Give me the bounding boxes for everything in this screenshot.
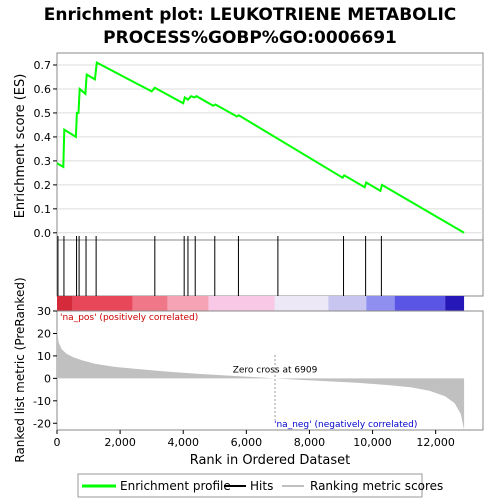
x-tick-label: 2,000 bbox=[104, 436, 136, 449]
metric-y-tick-label: 30 bbox=[37, 305, 51, 318]
heatmap-band bbox=[394, 296, 446, 311]
legend-label: Ranking metric scores bbox=[310, 479, 443, 493]
es-y-tick-label: 0.5 bbox=[34, 107, 52, 120]
heatmap-band bbox=[57, 296, 73, 311]
ranking-metric-area bbox=[57, 329, 465, 430]
x-tick-label: 4,000 bbox=[167, 436, 199, 449]
negative-correlation-label: 'na_neg' (negatively correlated) bbox=[274, 420, 417, 430]
x-tick-label: 8,000 bbox=[294, 436, 326, 449]
hit-marks bbox=[57, 236, 382, 296]
x-tick-label: 6,000 bbox=[231, 436, 263, 449]
x-tick-label: 0 bbox=[54, 436, 61, 449]
metric-y-tick-label: -10 bbox=[33, 395, 51, 408]
heatmap-band bbox=[132, 296, 168, 311]
heatmap-band bbox=[208, 296, 275, 311]
es-y-tick-label: 0.7 bbox=[34, 59, 52, 72]
heatmap-band bbox=[328, 296, 367, 311]
x-tick-label: 12,000 bbox=[416, 436, 455, 449]
heatmap-band bbox=[167, 296, 209, 311]
hits-panel-frame bbox=[56, 239, 484, 297]
enrichment-profile-line bbox=[56, 61, 465, 234]
legend: Enrichment profile Hits Ranking metric sco… bbox=[82, 479, 443, 493]
es-y-tick-label: 0.1 bbox=[34, 203, 52, 216]
zero-cross-label: Zero cross at 6909 bbox=[233, 365, 318, 375]
es-y-ticks: 0.0 0.1 0.2 0.3 0.4 0.5 0.6 0.7 bbox=[34, 59, 57, 240]
metric-y-axis-label: Ranked list metric (PreRanked) bbox=[13, 277, 27, 462]
metric-x-ticks: 0 2,000 4,000 6,000 8,000 10,000 12,000 bbox=[54, 430, 455, 449]
es-y-tick-label: 0.3 bbox=[34, 155, 52, 168]
heatmap-band bbox=[366, 296, 395, 311]
heatmap-band bbox=[72, 296, 133, 311]
es-gridlines bbox=[57, 64, 483, 234]
legend-box bbox=[77, 473, 423, 498]
legend-label: Hits bbox=[250, 479, 273, 493]
metric-y-tick-label: 20 bbox=[37, 327, 51, 340]
metric-y-tick-label: 10 bbox=[37, 350, 51, 363]
chart-title-line-2: PROCESS%GOBP%GO:0006691 bbox=[103, 28, 397, 48]
metric-y-tick-label: 0 bbox=[44, 372, 51, 385]
es-y-axis-label: Enrichment score (ES) bbox=[13, 74, 28, 219]
es-y-tick-label: 0.2 bbox=[34, 179, 52, 192]
chart-title-line-1: Enrichment plot: LEUKOTRIENE METABOLIC bbox=[44, 5, 457, 25]
x-axis-label: Rank in Ordered Dataset bbox=[190, 453, 351, 468]
metric-y-tick-label: -20 bbox=[33, 417, 51, 430]
es-panel-frame bbox=[56, 52, 484, 241]
es-y-tick-label: 0.0 bbox=[34, 227, 52, 240]
es-y-tick-label: 0.4 bbox=[34, 131, 52, 144]
es-y-tick-label: 0.6 bbox=[34, 83, 52, 96]
positive-correlation-label: 'na_pos' (positively correlated) bbox=[60, 313, 198, 323]
x-tick-label: 10,000 bbox=[353, 436, 392, 449]
legend-label: Enrichment profile bbox=[120, 479, 231, 493]
heatmap-band bbox=[274, 296, 329, 311]
rank-heatmap bbox=[57, 296, 465, 311]
heatmap-band bbox=[445, 296, 465, 311]
metric-y-ticks: -20 -10 0 10 20 30 bbox=[33, 305, 57, 430]
